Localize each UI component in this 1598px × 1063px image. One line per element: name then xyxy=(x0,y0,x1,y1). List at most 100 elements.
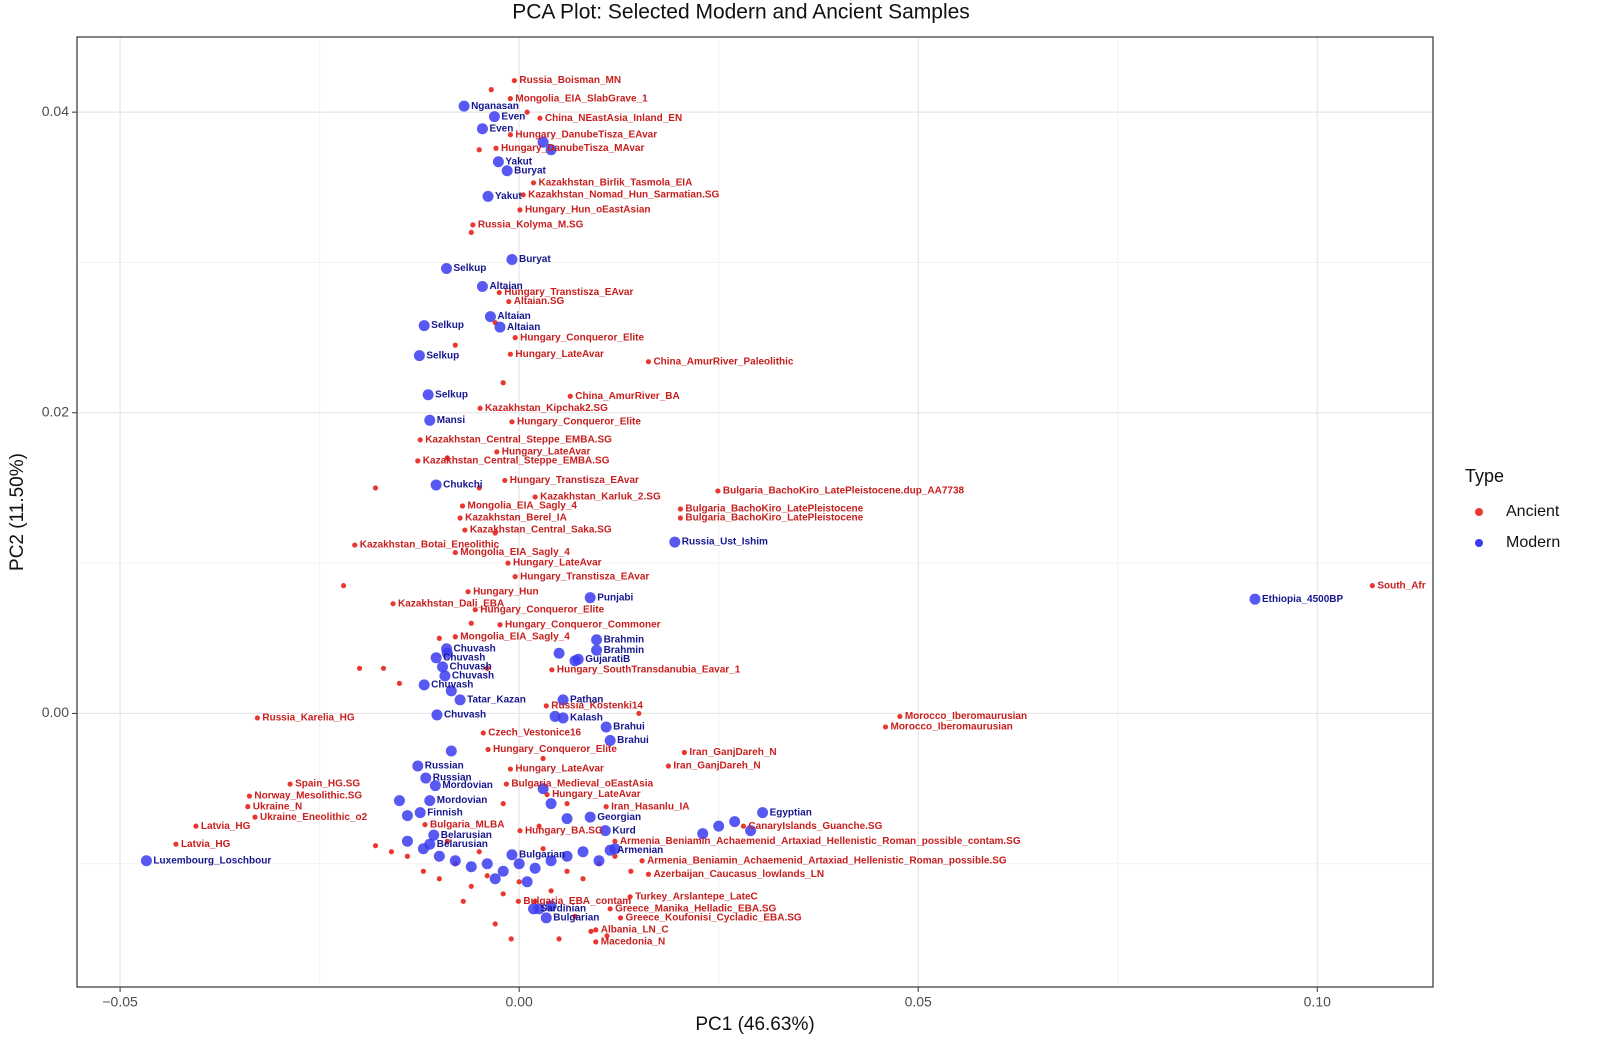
point-label: Punjabi xyxy=(597,592,633,603)
point xyxy=(549,710,561,722)
point-label: Belarusian xyxy=(437,839,488,850)
legend: Type Ancient Modern xyxy=(1465,466,1560,551)
point xyxy=(516,879,522,885)
point xyxy=(401,810,413,822)
point xyxy=(507,766,513,772)
point xyxy=(488,111,500,123)
point-label: Mordovian xyxy=(442,780,493,791)
point xyxy=(521,876,533,888)
point-label: Finnish xyxy=(427,807,463,818)
point xyxy=(497,622,503,628)
point-label: Hungary_LateAvar xyxy=(513,558,602,569)
point-label: Chuvash xyxy=(444,710,486,721)
point-label: Mongolia_EIA_Sagly_4 xyxy=(460,631,570,642)
point-label: Albania_LN_C xyxy=(601,925,669,936)
point xyxy=(536,823,542,829)
point xyxy=(677,506,683,512)
point-label: Luxembourg_Loschbour xyxy=(153,855,271,866)
point-label: Hungary_Transtisza_EAvar xyxy=(510,475,639,486)
point xyxy=(476,147,482,153)
point xyxy=(492,921,498,927)
point-label: Latvia_HG xyxy=(201,821,251,832)
point xyxy=(476,485,482,491)
point-label: Bulgaria_BachoKiro_LatePleistocene xyxy=(685,513,863,524)
point xyxy=(564,868,570,874)
point-label: Hungary_Conqueror_Elite xyxy=(480,604,604,615)
point xyxy=(540,846,546,852)
point-label: Bulgarian xyxy=(519,849,565,860)
point xyxy=(502,477,508,484)
point xyxy=(593,855,605,867)
point xyxy=(460,898,466,904)
point xyxy=(484,311,496,323)
point xyxy=(548,888,554,894)
point xyxy=(697,828,709,840)
point xyxy=(396,680,403,686)
legend-label: Ancient xyxy=(1506,503,1560,520)
point xyxy=(436,876,442,882)
point xyxy=(287,781,293,787)
point xyxy=(569,655,581,667)
point xyxy=(454,694,466,706)
point-label: Kazakhstan_Birlik_Tasmola_EIA xyxy=(539,177,693,188)
point xyxy=(420,868,426,874)
point xyxy=(627,894,633,900)
point-label: Yakut xyxy=(495,191,522,202)
point xyxy=(537,115,543,121)
point xyxy=(494,449,500,455)
x-tick-label: 0.05 xyxy=(905,994,932,1010)
point xyxy=(561,850,573,862)
point xyxy=(140,855,152,867)
point xyxy=(500,380,506,386)
point xyxy=(418,320,430,332)
point xyxy=(481,858,493,870)
point-label: Kazakhstan_Dali_EBA xyxy=(398,598,504,609)
point-label: Hungary_Conqueror_Elite xyxy=(493,744,617,755)
point-label: Hungary_BA.SG xyxy=(525,825,603,836)
point xyxy=(520,192,526,198)
point xyxy=(173,841,179,847)
point xyxy=(462,527,468,533)
point-label: Selkup xyxy=(426,350,459,361)
point xyxy=(437,661,449,673)
point xyxy=(352,542,358,548)
point xyxy=(452,634,458,640)
point-label: Buryat xyxy=(514,165,546,176)
point xyxy=(757,807,769,819)
point xyxy=(511,77,517,84)
point-label: Kazakhstan_Karluk_2.SG xyxy=(540,492,661,503)
point-label: Buryat xyxy=(519,254,551,265)
point xyxy=(415,458,421,464)
point-label: Hungary_LateAvar xyxy=(502,447,591,458)
point-label: Nganasan xyxy=(471,101,519,112)
point xyxy=(465,861,477,873)
point-label: Belarusian xyxy=(441,830,492,841)
point-label: Kazakhstan_Nomad_Hun_Sarmatian.SG xyxy=(528,189,719,200)
point-label: Mongolia_EIA_Sagly_4 xyxy=(467,501,577,512)
point-label: Bulgaria_BachoKiro_LatePleistocene xyxy=(685,504,863,515)
point-label: Turkey_Arslantepe_LateC xyxy=(635,891,758,902)
point xyxy=(441,262,453,274)
point xyxy=(609,843,621,855)
point-label: Yakut xyxy=(505,156,532,167)
point xyxy=(549,667,555,673)
point xyxy=(745,825,757,837)
point xyxy=(540,755,546,762)
point-label: China_AmurRiver_BA xyxy=(575,391,679,402)
point xyxy=(476,281,488,293)
point xyxy=(492,530,498,536)
point xyxy=(503,781,509,787)
point xyxy=(639,858,645,864)
point-label: Sardinian xyxy=(541,903,587,914)
point xyxy=(1249,593,1261,605)
point-label: Bulgaria_EBA_contam xyxy=(523,896,631,907)
point xyxy=(524,109,530,115)
point xyxy=(628,868,634,874)
point-label: Mordovian xyxy=(437,795,488,806)
point xyxy=(612,853,618,859)
point xyxy=(553,647,565,659)
point xyxy=(665,763,672,769)
point xyxy=(444,455,450,461)
point-label: Altaian xyxy=(507,322,540,333)
